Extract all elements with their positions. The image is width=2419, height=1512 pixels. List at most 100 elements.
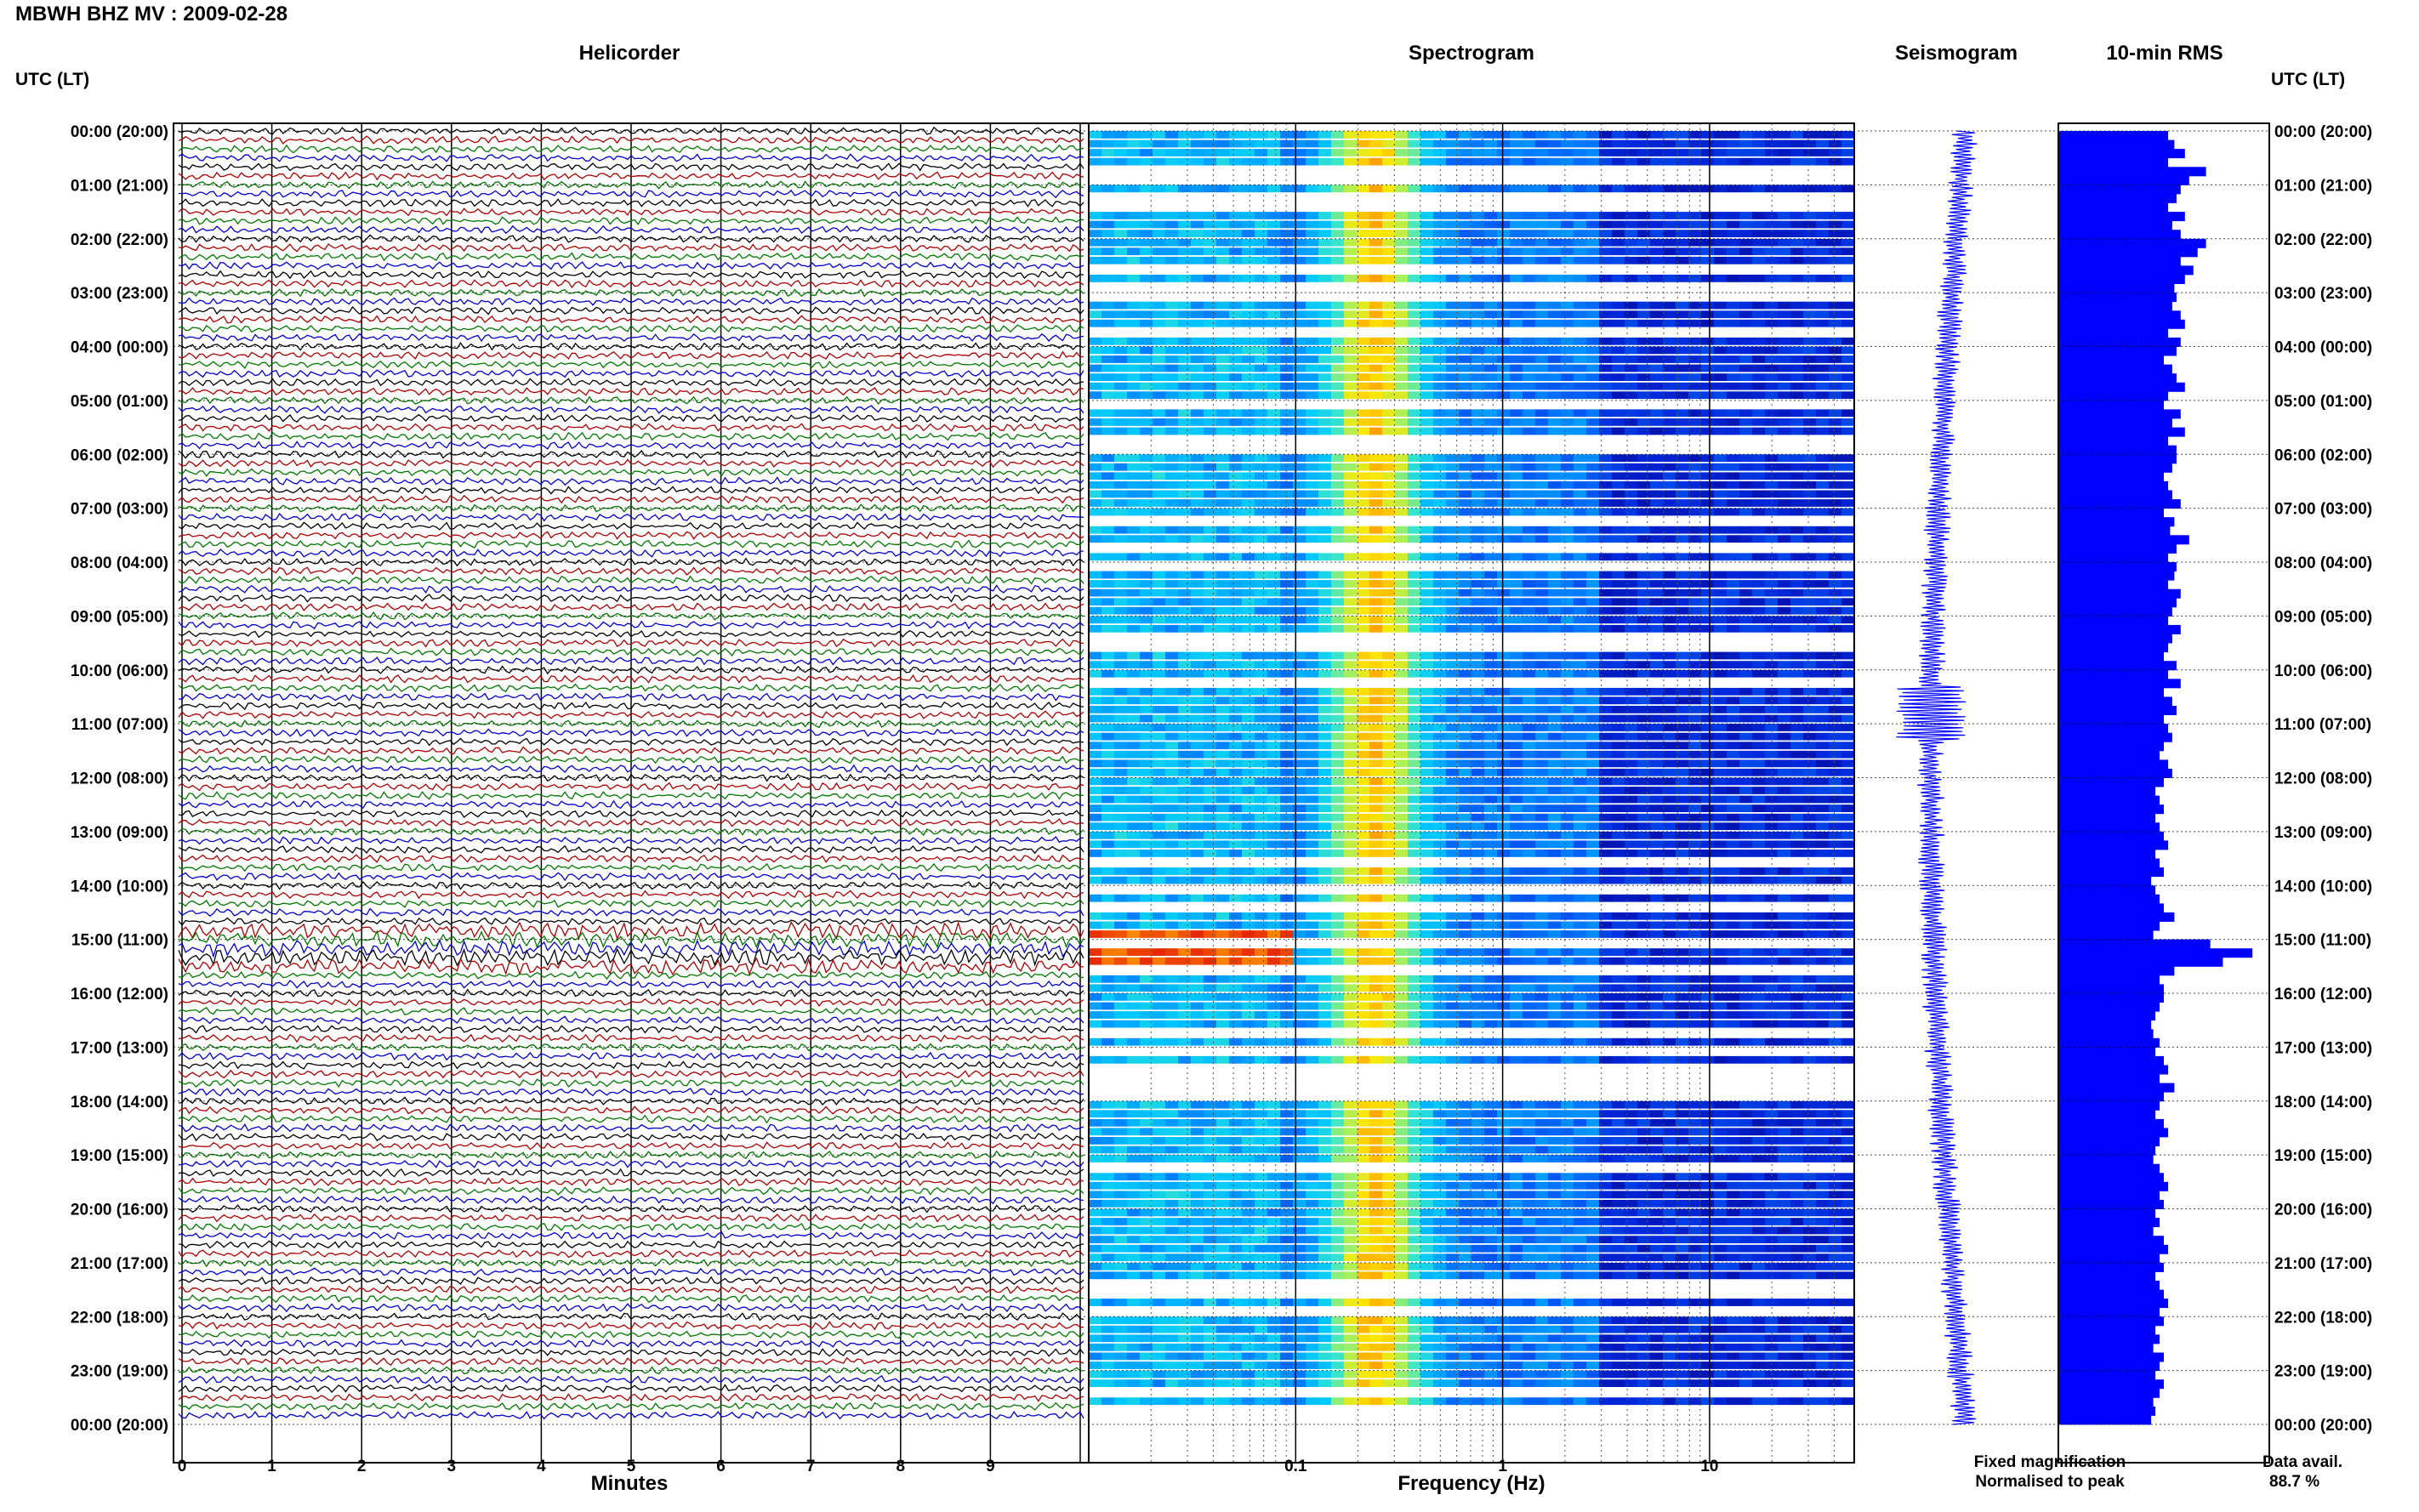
spectrogram-cell [1446,598,1460,606]
spectrogram-cell [1739,157,1753,166]
spectrogram-cell [1153,930,1166,938]
spectrogram-cell [1280,1020,1294,1028]
spectrogram-cell [1433,1100,1447,1109]
spectrogram-cell [1574,921,1587,929]
spectrogram-cell [1089,1055,1102,1064]
spectrogram-cell [1127,957,1141,965]
spectrogram-cell [1267,310,1281,319]
spectrogram-cell [1739,499,1753,507]
spectrogram-cell [1535,724,1549,731]
spectrogram-cell [1535,930,1549,938]
spectrogram-cell [1625,185,1638,193]
spectrogram-cell [1625,616,1638,624]
spectrogram-cell [1127,867,1141,875]
spectrogram-cell [1433,822,1447,831]
spectrogram-cell [1497,669,1511,678]
spectrogram-cell [1599,310,1613,319]
spectrogram-cell [1752,256,1766,264]
spectrogram-cell [1841,930,1855,938]
spectrogram-cell [1267,472,1281,480]
spectrogram-cell [1484,238,1498,247]
spectrogram-cell [1778,706,1791,713]
spectrogram-cell [1318,337,1332,345]
spectrogram-cell [1727,795,1740,804]
spectrogram-cell [1484,149,1498,156]
spectrogram-cell [1101,984,1115,992]
utc-label-left: UTC (LT) [15,70,89,89]
spectrogram-cell [1625,876,1638,884]
spectrogram-cell [1778,840,1791,849]
spectrogram-cell [1293,714,1306,723]
spectrogram-cell [1191,787,1204,794]
spectrogram-cell [1561,571,1574,579]
spectrogram-cell [1701,787,1715,794]
spectrogram-cell [1114,651,1128,660]
spectrogram-cell [1229,580,1243,588]
spectrogram-cell [1548,463,1562,471]
spectrogram-cell [1637,588,1651,597]
spectrogram-cell [1153,588,1166,597]
spectrogram-cell [1727,706,1740,713]
spectrogram-cell [1574,355,1587,363]
spectrogram-cell [1471,571,1485,579]
spectrogram-cell [1816,238,1830,247]
spectrogram-cell [1548,669,1562,678]
spectrogram-cell [1420,1020,1434,1028]
spectrogram-cell [1101,319,1115,327]
spectrogram-cell [1216,867,1230,875]
spectrogram-cell [1191,571,1204,579]
spectrogram-cell [1612,346,1625,355]
spectrogram-cell [1229,876,1243,884]
spectrogram-cell [1841,463,1855,471]
spectrogram-cell [1765,337,1779,345]
spectrogram-cell [1267,580,1281,588]
spectrogram-cell [1318,391,1332,400]
spectrogram-cell [1701,714,1715,723]
spectrogram-cell [1497,212,1511,219]
spectrogram-cell [1101,346,1115,355]
spectrogram-cell [1242,894,1255,902]
spectrogram-cell [1841,346,1855,355]
spectrogram-cell [1140,742,1153,750]
spectrogram-cell [1140,364,1153,372]
spectrogram-cell [1114,220,1128,229]
spectrogram-cell [1165,742,1179,750]
spectrogram-cell [1548,759,1562,768]
spectrogram-cell [1510,706,1523,713]
spectrogram-cell [1752,750,1766,759]
spectrogram-cell [1701,220,1715,229]
spectrogram-cell [1216,418,1230,426]
spectrogram-cell [1459,606,1472,615]
spectrogram-cell [1216,661,1230,668]
spectrogram-cell [1625,139,1638,148]
spectrogram-cell [1637,777,1651,786]
spectrogram-cell [1803,588,1817,597]
spectrogram-cell [1561,1011,1574,1019]
spectrogram-cell [1216,1100,1230,1109]
spectrogram-cell [1586,706,1600,713]
spectrogram-cell [1280,230,1294,237]
spectrogram-cell [1484,382,1498,390]
spectrogram-cell [1765,759,1779,768]
spectrogram-cell [1650,724,1664,731]
spectrogram-cell [1765,427,1779,435]
spectrogram-cell [1101,651,1115,660]
spectrogram-cell [1280,993,1294,1001]
spectrogram-cell [1433,759,1447,768]
spectrogram-cell [1688,319,1702,327]
spectrogram-cell [1484,508,1498,516]
spectrogram-cell [1676,606,1689,615]
spectrogram-cell [1446,463,1460,471]
spectrogram-cell [1586,1011,1600,1019]
spectrogram-cell [1140,319,1153,327]
spectrogram-cell [1727,768,1740,776]
spectrogram-cell [1369,742,1383,750]
spectrogram-cell [1293,696,1306,705]
spectrogram-cell [1790,373,1804,381]
spectrogram-cell [1216,714,1230,723]
spectrogram-cell [1433,840,1447,849]
spectrogram-cell [1433,364,1447,372]
spectrogram-cell [1446,732,1460,741]
spectrogram-cell [1408,508,1421,516]
spectrogram-cell [1778,463,1791,471]
